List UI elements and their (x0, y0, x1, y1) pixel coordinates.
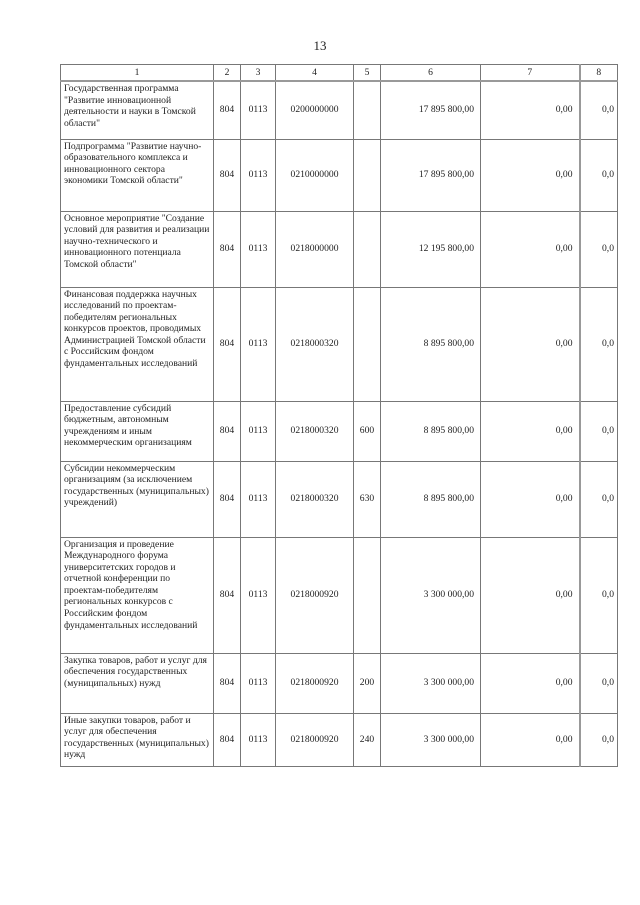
table-row: Основное мероприятие "Создание условий д… (60, 210, 618, 288)
table-row: Финансовая поддержка научных исследовани… (60, 286, 618, 402)
ministry-code: 804 (213, 138, 241, 212)
table-row: Закупка товаров, работ и услуг для обесп… (60, 652, 618, 714)
row-name: Финансовая поддержка научных исследовани… (60, 286, 214, 402)
expense-type-code (353, 536, 381, 654)
expense-type-code: 600 (353, 400, 381, 462)
column-header: 8 (578, 64, 618, 82)
section-code: 0113 (240, 80, 276, 140)
section-code: 0113 (240, 138, 276, 212)
ministry-code: 804 (213, 210, 241, 288)
amount-col6: 17 895 800,00 (380, 80, 481, 140)
table-row: Субсидии некоммерческим организациям (за… (60, 460, 618, 538)
amount-col7: 0,00 (480, 80, 580, 140)
row-name: Субсидии некоммерческим организациям (за… (60, 460, 214, 538)
amount-col6: 12 195 800,00 (380, 210, 481, 288)
row-name: Предоставление субсидий бюджетным, автон… (60, 400, 214, 462)
amount-col8: 0,0 (578, 138, 618, 212)
row-name: Государственная программа "Развитие инно… (60, 80, 214, 140)
ministry-code: 804 (213, 80, 241, 140)
row-name: Закупка товаров, работ и услуг для обесп… (60, 652, 214, 714)
amount-col8: 0,0 (578, 80, 618, 140)
section-code: 0113 (240, 536, 276, 654)
page-number: 13 (313, 38, 327, 53)
column-header: 4 (275, 64, 354, 82)
row-name: Организация и проведение Международного … (60, 536, 214, 654)
table-row: Предоставление субсидий бюджетным, автон… (60, 400, 618, 462)
amount-col6: 8 895 800,00 (380, 460, 481, 538)
expense-type-code (353, 80, 381, 140)
expense-type-code (353, 138, 381, 212)
row-name: Иные закупки товаров, работ и услуг для … (60, 712, 214, 767)
amount-col8: 0,0 (578, 286, 618, 402)
section-code: 0113 (240, 652, 276, 714)
ministry-code: 804 (213, 652, 241, 714)
section-code: 0113 (240, 400, 276, 462)
column-header: 3 (240, 64, 276, 82)
amount-col6: 8 895 800,00 (380, 400, 481, 462)
ministry-code: 804 (213, 460, 241, 538)
amount-col8: 0,0 (578, 536, 618, 654)
amount-col6: 3 300 000,00 (380, 712, 481, 767)
column-header: 5 (353, 64, 381, 82)
amount-col6: 17 895 800,00 (380, 138, 481, 212)
target-article-code: 0218000920 (275, 536, 354, 654)
expense-type-code: 630 (353, 460, 381, 538)
table-row: Организация и проведение Международного … (60, 536, 618, 654)
target-article-code: 0218000920 (275, 652, 354, 714)
row-name: Основное мероприятие "Создание условий д… (60, 210, 214, 288)
amount-col8: 0,0 (578, 652, 618, 714)
amount-col7: 0,00 (480, 138, 580, 212)
budget-table: 1 2 3 4 5 6 7 8 Государственная программ… (60, 64, 618, 767)
target-article-code: 0210000000 (275, 138, 354, 212)
amount-col7: 0,00 (480, 536, 580, 654)
expense-type-code: 240 (353, 712, 381, 767)
section-code: 0113 (240, 210, 276, 288)
amount-col7: 0,00 (480, 460, 580, 538)
amount-col7: 0,00 (480, 712, 580, 767)
amount-col7: 0,00 (480, 286, 580, 402)
amount-col8: 0,0 (578, 210, 618, 288)
target-article-code: 0218000320 (275, 400, 354, 462)
ministry-code: 804 (213, 400, 241, 462)
section-code: 0113 (240, 712, 276, 767)
table-header-row: 1 2 3 4 5 6 7 8 (60, 64, 618, 82)
expense-type-code: 200 (353, 652, 381, 714)
target-article-code: 0218000320 (275, 286, 354, 402)
amount-col8: 0,0 (578, 712, 618, 767)
amount-col6: 3 300 000,00 (380, 652, 481, 714)
row-name: Подпрограмма "Развитие научно-образовате… (60, 138, 214, 212)
ministry-code: 804 (213, 286, 241, 402)
section-code: 0113 (240, 460, 276, 538)
amount-col7: 0,00 (480, 210, 580, 288)
ministry-code: 804 (213, 712, 241, 767)
amount-col8: 0,0 (578, 400, 618, 462)
table-row: Иные закупки товаров, работ и услуг для … (60, 712, 618, 767)
target-article-code: 0218000320 (275, 460, 354, 538)
section-code: 0113 (240, 286, 276, 402)
amount-col8: 0,0 (578, 460, 618, 538)
column-header: 6 (380, 64, 481, 82)
ministry-code: 804 (213, 536, 241, 654)
expense-type-code (353, 286, 381, 402)
target-article-code: 0218000920 (275, 712, 354, 767)
column-header: 2 (213, 64, 241, 82)
table-row: Подпрограмма "Развитие научно-образовате… (60, 138, 618, 212)
amount-col6: 3 300 000,00 (380, 536, 481, 654)
column-header: 7 (480, 64, 580, 82)
target-article-code: 0200000000 (275, 80, 354, 140)
column-header: 1 (60, 64, 214, 82)
table-row: Государственная программа "Развитие инно… (60, 80, 618, 140)
amount-col7: 0,00 (480, 400, 580, 462)
target-article-code: 0218000000 (275, 210, 354, 288)
amount-col6: 8 895 800,00 (380, 286, 481, 402)
expense-type-code (353, 210, 381, 288)
amount-col7: 0,00 (480, 652, 580, 714)
